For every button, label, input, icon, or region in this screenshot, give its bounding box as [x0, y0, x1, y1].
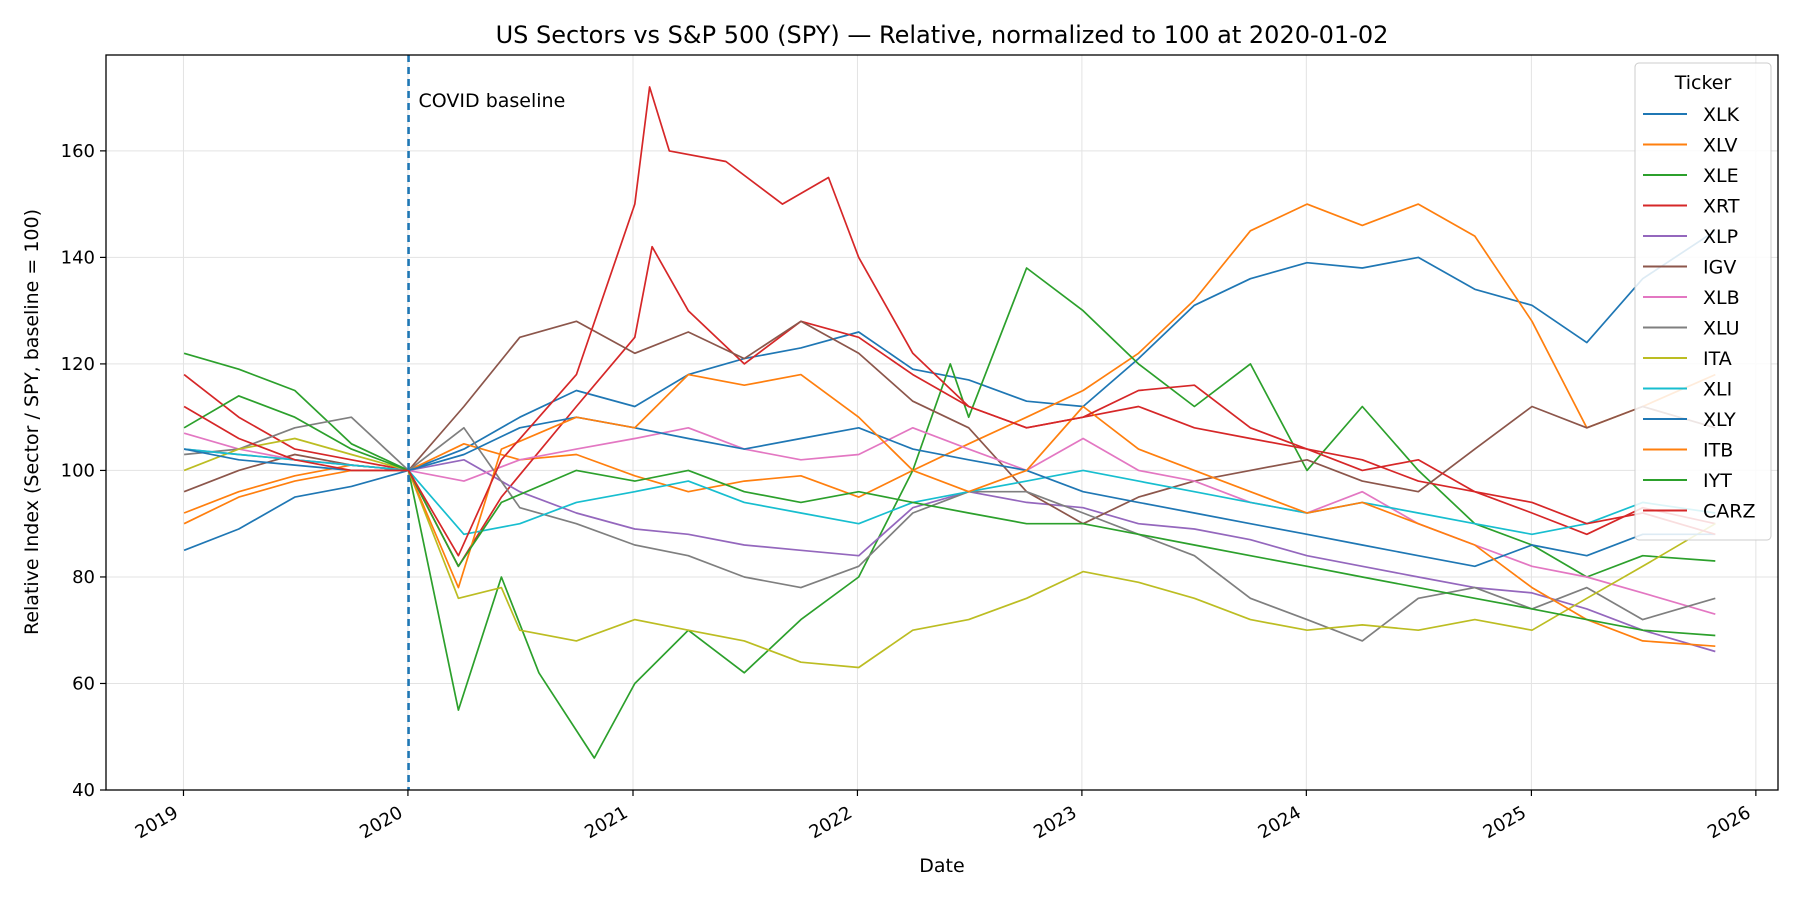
legend-label: XRT: [1703, 196, 1740, 218]
y-tick-label: 80: [72, 567, 95, 588]
series-line-carz: [183, 86, 1716, 557]
y-tick-label: 100: [61, 460, 95, 481]
y-tick-label: 160: [61, 141, 95, 162]
legend-label: IYT: [1703, 470, 1732, 492]
y-tick-label: 140: [61, 247, 95, 268]
annotation-layer: COVID baseline: [407, 55, 566, 790]
series-line-xlk: [183, 230, 1716, 552]
legend: Ticker XLK XLV XLE XRT XLP IGV XLB XLU ITA XLI XLY I…: [1634, 62, 1772, 541]
legend-label: IGV: [1703, 257, 1736, 279]
series-line-ita: [183, 437, 1716, 669]
legend-label: XLI: [1703, 379, 1732, 401]
legend-title: Ticker: [1674, 72, 1732, 94]
series-line-iyt: [183, 395, 1716, 637]
x-axis-label: Date: [919, 855, 964, 877]
legend-label: XLV: [1703, 135, 1738, 157]
legend-box: [1634, 62, 1772, 541]
legend-label: CARZ: [1703, 501, 1755, 523]
legend-label: ITA: [1703, 348, 1732, 370]
y-axis-label: Relative Index (Sector / SPY, baseline =…: [21, 209, 43, 635]
series-line-itb: [183, 373, 1716, 648]
y-tick-label: 60: [72, 673, 95, 694]
y-tick-label: 120: [61, 354, 95, 375]
series-line-xle: [183, 267, 1716, 759]
legend-label: XLK: [1703, 104, 1740, 126]
plot-frame: [105, 54, 1779, 791]
series-line-xli: [184, 448, 1716, 536]
legend-label: XLY: [1703, 409, 1736, 431]
legend-label: XLU: [1703, 318, 1740, 340]
y-tick-label: 40: [72, 780, 95, 801]
legend-label: XLE: [1703, 165, 1739, 187]
series-line-xlv: [183, 203, 1716, 514]
covid-baseline-label: COVID baseline: [419, 90, 566, 112]
series-layer: [183, 86, 1716, 759]
series-line-xly: [183, 416, 1716, 568]
series-line-xlp: [184, 448, 1716, 653]
legend-label: XLB: [1703, 287, 1740, 309]
legend-label: XLP: [1703, 226, 1738, 248]
series-line-igv: [183, 320, 1716, 525]
chart-title: US Sectors vs S&P 500 (SPY) — Relative, …: [496, 21, 1389, 49]
legend-label: ITB: [1703, 440, 1733, 462]
